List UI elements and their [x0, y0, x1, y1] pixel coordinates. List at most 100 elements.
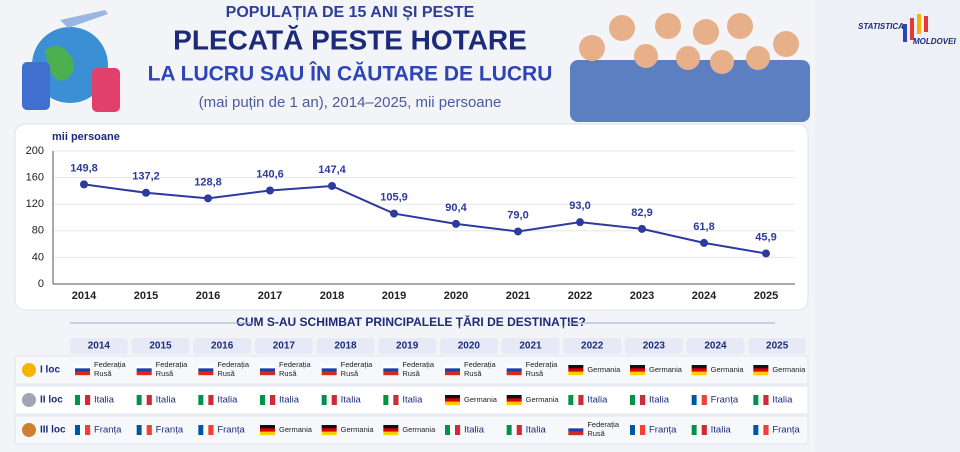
flag: [506, 365, 522, 369]
flag: [136, 365, 152, 369]
subtitle: (mai puțin de 1 an), 2014–2025, mii pers…: [199, 94, 502, 111]
y-tick-label: 160: [26, 172, 44, 184]
flag: [763, 425, 769, 435]
flag: [640, 425, 646, 435]
y-tick-label: 80: [32, 225, 44, 237]
flag: [753, 368, 769, 372]
x-tick-label: 2020: [444, 290, 468, 302]
x-tick-label: 2022: [568, 290, 592, 302]
flag: [321, 395, 327, 405]
table-header-cell: [316, 338, 375, 354]
cell-country: Italia: [772, 395, 793, 406]
table-title: CUM S-AU SCHIMBAT PRINCIPALELE ȚĂRI DE D…: [236, 314, 586, 329]
data-point: [762, 249, 770, 258]
table-header: 2016: [211, 341, 234, 352]
flag: [198, 365, 214, 369]
table-header-cell: [255, 338, 313, 354]
flag: [80, 425, 86, 435]
cell-country: Federația Rusă: [156, 360, 189, 378]
data-label: 105,9: [380, 191, 408, 203]
cell-country: Federația Rusă: [217, 360, 250, 378]
cell-country: Germania: [711, 365, 745, 374]
row-label: II loc: [40, 395, 63, 406]
data-label: 79,0: [507, 209, 528, 221]
data-point: [700, 238, 708, 247]
x-tick-label: 2025: [754, 290, 778, 302]
flag: [445, 365, 460, 369]
flag: [383, 428, 399, 432]
x-tick-label: 2014: [72, 290, 97, 302]
flag: [388, 395, 394, 405]
flag: [393, 395, 399, 405]
flag: [383, 365, 399, 369]
flag: [198, 425, 204, 435]
header-line3: LA LUCRU SAU ÎN CĂUTARE DE LUCRU: [148, 62, 553, 86]
cell-country: Italia: [94, 395, 115, 406]
flag: [445, 395, 460, 399]
flag: [260, 425, 275, 429]
logo-top: STATISTICA: [858, 22, 904, 31]
cell-country: Franța: [711, 395, 739, 406]
table-header-cell: [440, 338, 498, 354]
data-label: 93,0: [569, 200, 590, 212]
table-header-cell: [70, 338, 128, 354]
flag: [691, 395, 697, 405]
flag: [445, 398, 460, 402]
flag: [758, 395, 764, 405]
flag: [630, 371, 645, 376]
flag: [568, 428, 584, 432]
data-point: [328, 181, 336, 190]
flag: [85, 395, 91, 405]
flag: [630, 395, 636, 405]
cell-country: Franța: [772, 425, 800, 436]
x-tick-label: 2016: [196, 290, 220, 302]
flag: [326, 395, 332, 405]
flag: [260, 395, 266, 405]
table-header-cell: [748, 338, 806, 354]
cell-country: Italia: [217, 395, 238, 406]
cell-country: Germania: [279, 425, 313, 434]
x-tick-label: 2015: [134, 290, 158, 302]
flag: [568, 395, 574, 405]
cell-country: Italia: [341, 395, 362, 406]
flag: [136, 371, 152, 376]
travel-illustration: [22, 10, 120, 112]
cell-country: Franța: [217, 425, 245, 436]
cell-country: Italia: [156, 395, 177, 406]
x-tick-label: 2024: [692, 290, 717, 302]
flag: [383, 368, 399, 372]
x-tick-label: 2019: [382, 290, 406, 302]
cell-country: Franța: [94, 425, 122, 436]
cell-country: Franța: [156, 425, 184, 436]
flag: [383, 431, 399, 436]
cell-country: Federația Rusă: [464, 360, 497, 378]
flag: [763, 395, 769, 405]
table-header: 2023: [643, 341, 666, 352]
medal-icon: [22, 393, 36, 407]
cell-country: Italia: [649, 395, 670, 406]
flag: [146, 425, 152, 435]
table-header-cell: [378, 338, 436, 354]
flag: [270, 395, 276, 405]
cell-country: Italia: [711, 425, 732, 436]
y-tick-label: 120: [26, 198, 44, 210]
flag: [321, 368, 337, 372]
flag: [691, 368, 707, 372]
flag: [146, 395, 152, 405]
cell-country: Germania: [649, 365, 683, 374]
flag: [136, 425, 142, 435]
table-header: 2018: [334, 341, 357, 352]
flag: [506, 371, 522, 376]
data-label: 82,9: [631, 207, 652, 219]
table-header-cell: [563, 338, 621, 354]
y-axis-label: mii persoane: [52, 131, 120, 143]
x-tick-label: 2023: [630, 290, 654, 302]
data-label: 45,9: [755, 231, 776, 243]
cell-country: Germania: [772, 365, 806, 374]
flag: [753, 395, 759, 405]
flag: [635, 425, 641, 435]
table-header: 2020: [458, 341, 481, 352]
flag: [445, 371, 460, 376]
